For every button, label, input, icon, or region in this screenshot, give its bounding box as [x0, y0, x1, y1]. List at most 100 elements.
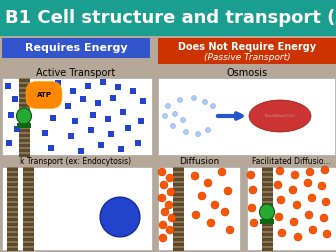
FancyBboxPatch shape [65, 103, 71, 109]
Circle shape [172, 111, 177, 116]
FancyBboxPatch shape [261, 243, 272, 246]
FancyBboxPatch shape [261, 228, 272, 231]
FancyBboxPatch shape [95, 100, 101, 106]
FancyBboxPatch shape [172, 178, 183, 181]
FancyBboxPatch shape [172, 168, 183, 171]
FancyBboxPatch shape [23, 238, 34, 241]
Circle shape [158, 168, 166, 176]
FancyBboxPatch shape [78, 148, 84, 154]
Circle shape [163, 113, 168, 118]
FancyBboxPatch shape [6, 203, 17, 206]
Circle shape [177, 98, 182, 103]
FancyBboxPatch shape [6, 228, 17, 231]
FancyBboxPatch shape [2, 38, 150, 58]
Circle shape [161, 208, 169, 216]
FancyBboxPatch shape [18, 109, 30, 112]
Text: Red Blood Cell: Red Blood Cell [265, 114, 295, 118]
Circle shape [170, 123, 175, 129]
Circle shape [308, 194, 316, 202]
Circle shape [305, 211, 313, 219]
FancyBboxPatch shape [6, 218, 17, 221]
FancyBboxPatch shape [172, 223, 183, 226]
Circle shape [159, 221, 167, 229]
FancyBboxPatch shape [18, 154, 30, 157]
Circle shape [321, 166, 329, 174]
Circle shape [180, 117, 185, 122]
FancyBboxPatch shape [18, 144, 30, 147]
Circle shape [191, 172, 199, 180]
FancyBboxPatch shape [261, 203, 272, 206]
FancyBboxPatch shape [18, 114, 30, 117]
FancyBboxPatch shape [68, 133, 74, 139]
Circle shape [224, 187, 232, 195]
Text: k Transport (ex: Endocytosis): k Transport (ex: Endocytosis) [20, 158, 132, 167]
FancyBboxPatch shape [23, 193, 34, 196]
Text: Diffusion: Diffusion [179, 158, 219, 167]
FancyBboxPatch shape [23, 208, 34, 211]
FancyBboxPatch shape [172, 173, 183, 176]
FancyBboxPatch shape [247, 167, 336, 250]
Text: ATP: ATP [37, 92, 51, 98]
Ellipse shape [249, 100, 311, 132]
FancyBboxPatch shape [120, 109, 126, 115]
Circle shape [204, 179, 212, 187]
Circle shape [183, 130, 188, 135]
Circle shape [249, 186, 257, 194]
FancyBboxPatch shape [23, 198, 34, 201]
FancyBboxPatch shape [6, 168, 17, 171]
FancyBboxPatch shape [261, 167, 272, 250]
FancyBboxPatch shape [45, 98, 51, 104]
FancyBboxPatch shape [140, 98, 146, 104]
Circle shape [274, 181, 282, 189]
FancyBboxPatch shape [6, 248, 17, 251]
Circle shape [207, 219, 215, 227]
FancyBboxPatch shape [6, 223, 17, 226]
Circle shape [294, 233, 302, 241]
FancyBboxPatch shape [135, 140, 141, 146]
Circle shape [309, 226, 317, 234]
FancyBboxPatch shape [261, 218, 272, 221]
FancyBboxPatch shape [6, 178, 17, 181]
FancyBboxPatch shape [18, 134, 30, 137]
Circle shape [277, 196, 285, 204]
Circle shape [218, 168, 226, 176]
FancyBboxPatch shape [172, 233, 183, 236]
FancyBboxPatch shape [172, 198, 183, 201]
FancyBboxPatch shape [70, 88, 76, 94]
Circle shape [275, 213, 283, 221]
FancyBboxPatch shape [23, 188, 34, 191]
Circle shape [221, 208, 229, 216]
Circle shape [198, 192, 206, 200]
FancyBboxPatch shape [118, 146, 124, 152]
Circle shape [248, 204, 256, 212]
FancyBboxPatch shape [23, 223, 34, 226]
FancyBboxPatch shape [80, 96, 86, 102]
FancyBboxPatch shape [2, 167, 152, 250]
Circle shape [159, 234, 167, 242]
Circle shape [250, 219, 258, 227]
Text: Facilitated Diffusio...: Facilitated Diffusio... [252, 158, 331, 167]
FancyBboxPatch shape [18, 79, 30, 82]
FancyBboxPatch shape [6, 208, 17, 211]
Ellipse shape [259, 204, 275, 220]
Circle shape [318, 182, 326, 190]
FancyBboxPatch shape [88, 127, 94, 133]
FancyBboxPatch shape [18, 104, 30, 107]
FancyBboxPatch shape [6, 198, 17, 201]
FancyBboxPatch shape [115, 84, 121, 90]
Circle shape [100, 197, 140, 237]
Circle shape [226, 226, 234, 234]
FancyBboxPatch shape [23, 228, 34, 231]
FancyBboxPatch shape [23, 213, 34, 216]
FancyBboxPatch shape [18, 149, 30, 152]
FancyBboxPatch shape [98, 142, 104, 148]
Text: Osmosis: Osmosis [226, 68, 267, 78]
Circle shape [166, 104, 170, 109]
Circle shape [192, 96, 197, 101]
FancyBboxPatch shape [23, 173, 34, 176]
Circle shape [278, 229, 286, 237]
FancyBboxPatch shape [125, 125, 131, 131]
Circle shape [304, 179, 312, 187]
FancyBboxPatch shape [42, 130, 48, 136]
FancyBboxPatch shape [6, 213, 17, 216]
